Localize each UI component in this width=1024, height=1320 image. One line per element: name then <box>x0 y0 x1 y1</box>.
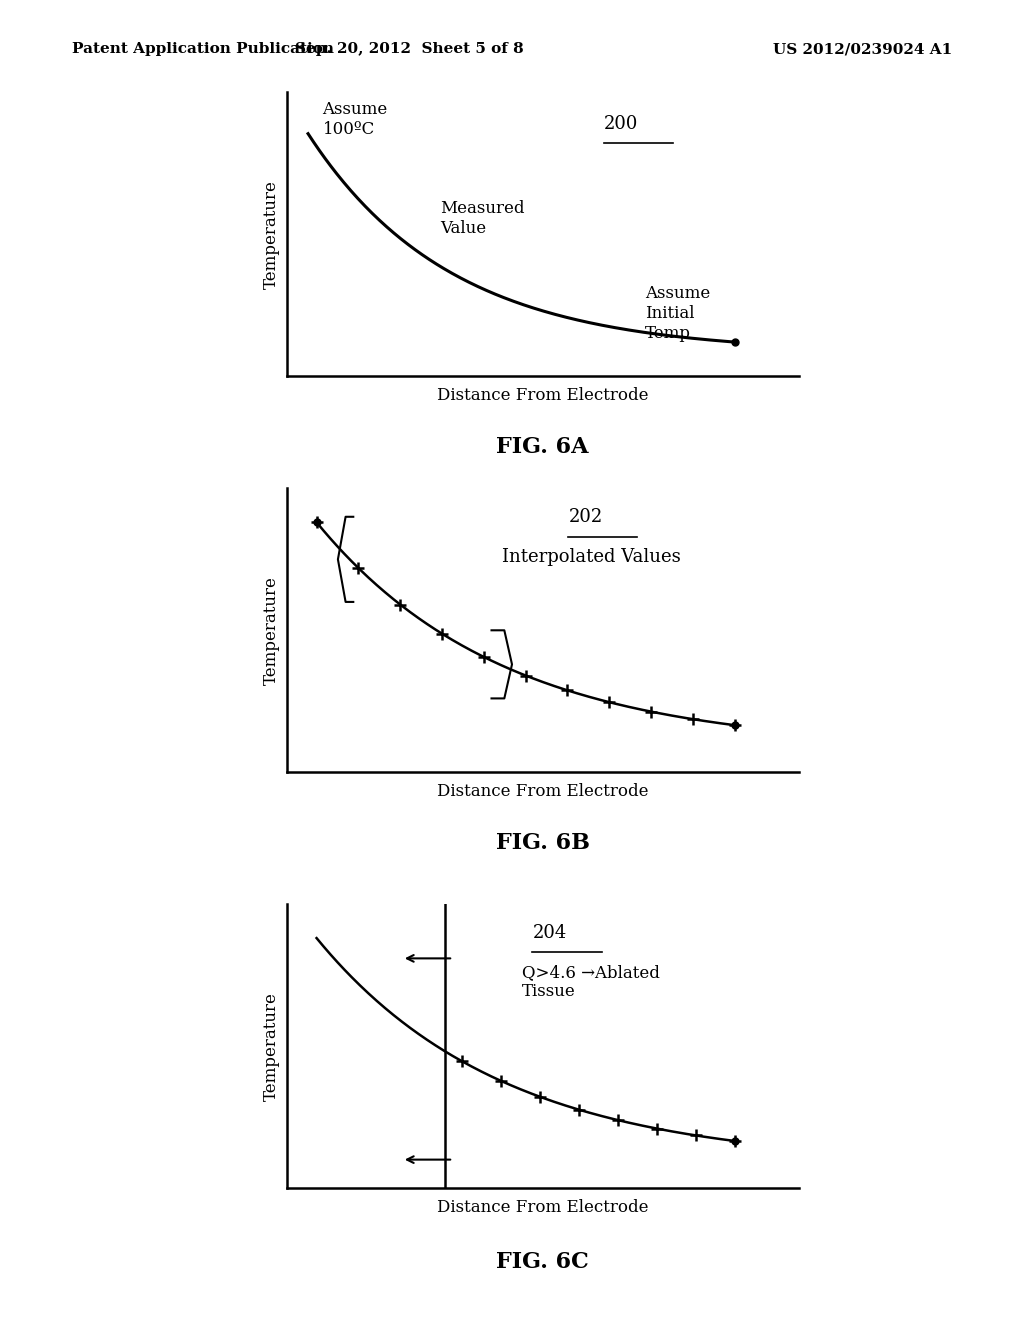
Text: Sep. 20, 2012  Sheet 5 of 8: Sep. 20, 2012 Sheet 5 of 8 <box>295 42 524 57</box>
Text: FIG. 6C: FIG. 6C <box>497 1251 589 1274</box>
X-axis label: Distance From Electrode: Distance From Electrode <box>437 783 648 800</box>
Text: 204: 204 <box>532 924 566 942</box>
Y-axis label: Temperature: Temperature <box>263 576 280 685</box>
Text: 202: 202 <box>568 508 602 527</box>
Text: Assume
Initial
Temp: Assume Initial Temp <box>645 285 711 342</box>
Text: 200: 200 <box>604 115 639 133</box>
Y-axis label: Temperature: Temperature <box>263 180 280 289</box>
Y-axis label: Temperature: Temperature <box>263 991 280 1101</box>
Text: Interpolated Values: Interpolated Values <box>502 548 681 566</box>
Text: Patent Application Publication: Patent Application Publication <box>72 42 334 57</box>
Text: FIG. 6B: FIG. 6B <box>496 832 590 854</box>
Text: Q>4.6 →Ablated
Tissue: Q>4.6 →Ablated Tissue <box>522 964 660 1001</box>
Text: Assume
100ºC: Assume 100ºC <box>323 100 388 137</box>
Text: US 2012/0239024 A1: US 2012/0239024 A1 <box>773 42 952 57</box>
X-axis label: Distance From Electrode: Distance From Electrode <box>437 387 648 404</box>
Text: Measured
Value: Measured Value <box>440 201 525 236</box>
X-axis label: Distance From Electrode: Distance From Electrode <box>437 1199 648 1216</box>
Text: FIG. 6A: FIG. 6A <box>497 436 589 458</box>
